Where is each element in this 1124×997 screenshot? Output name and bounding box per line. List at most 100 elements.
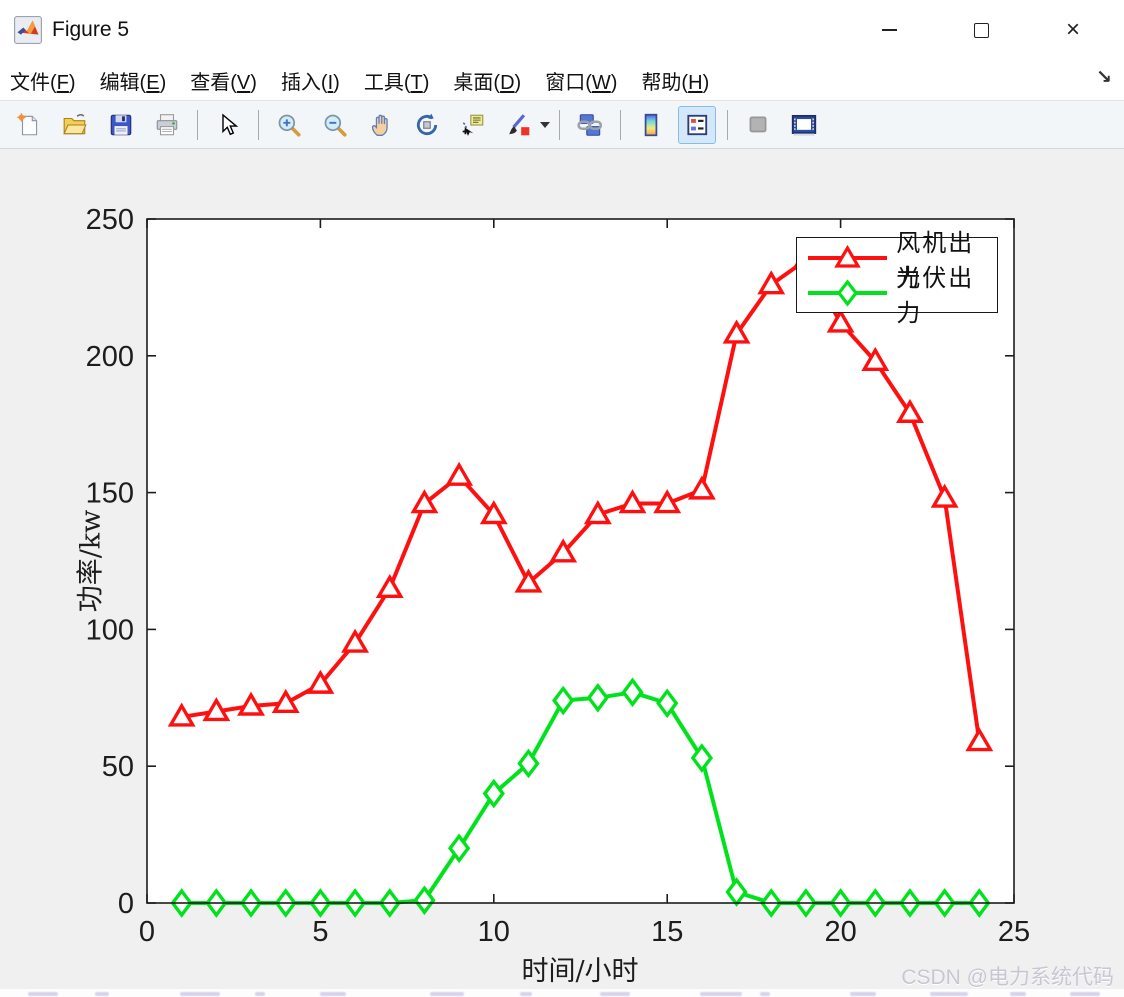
insert-colorbar-button[interactable] [632,106,670,144]
legend-icon [687,114,708,135]
toolbar-separator [620,109,621,140]
matlab-logo-icon [14,16,42,44]
legend[interactable]: 风机出力 光伏出力 [796,229,998,327]
triangle-marker [722,319,751,344]
background-artifact [320,992,346,996]
x-tick-label: 25 [998,916,1030,948]
y-tick-label: 200 [86,341,134,373]
toolbar [0,101,1124,149]
toolbar-separator [258,109,259,140]
close-icon: × [1065,16,1080,43]
save-floppy-icon [110,114,132,135]
diamond-marker [690,743,714,773]
brush-dropdown-caret-icon[interactable] [540,121,550,128]
link-plot-button[interactable] [571,106,609,144]
background-artifact-strip [0,989,1124,997]
data-cursor-button[interactable] [454,106,492,144]
triangle-marker [202,697,231,722]
menu-tools[interactable]: 工具(T) [363,71,430,94]
background-artifact [180,992,220,996]
triangle-marker [306,669,335,694]
menu-desktop[interactable]: 桌面(D) [453,71,522,94]
zoom-out-icon [324,114,347,137]
menu-file[interactable]: 文件(F) [10,71,76,94]
close-button[interactable]: × [1050,10,1096,50]
background-artifact [95,992,109,996]
data-cursor-icon [462,114,484,136]
maximize-button[interactable] [958,10,1004,50]
figure-canvas: 0 5 10 15 20 25 0 50 100 150 200 250 功率/kw 时间/小时 风机… [0,149,1124,989]
menu-bar: 文件(F) 编辑(E) 查看(V) 插入(I) 工具(T) 桌面(D) 窗口(W… [0,60,1124,101]
new-figure-button[interactable] [10,106,48,144]
diamond-marker [586,682,609,713]
menu-view[interactable]: 查看(V) [190,71,257,94]
triangle-marker-icon [834,244,861,268]
rotate-3d-icon [416,113,438,135]
show-plot-tools-dock-button[interactable] [785,106,823,144]
diamond-marker [725,877,748,907]
hide-plot-tools-icon [749,116,767,132]
print-figure-button[interactable] [148,106,186,144]
menu-window[interactable]: 窗口(W) [545,71,618,94]
dock-figure-arrow-icon[interactable]: ↘ [1096,67,1112,88]
x-tick-label: 0 [139,916,155,948]
triangle-marker [479,500,508,525]
legend-label-wind: 风机出力 [896,228,975,292]
link-chain-icon [577,113,603,136]
brush-data-button[interactable] [500,106,538,144]
open-folder-icon [63,113,87,134]
diamond-marker [482,778,505,809]
triangle-marker [167,702,196,727]
zoom-in-button[interactable] [270,106,308,144]
y-tick-label: 0 [118,888,134,920]
background-artifact [700,992,742,996]
diamond-marker [447,833,471,864]
colorbar-icon [644,113,658,136]
menu-edit[interactable]: 编辑(E) [99,71,167,94]
insert-legend-button[interactable] [678,105,716,144]
diamond-marker [621,677,644,708]
brush-icon [509,113,530,135]
triangle-marker [757,270,786,295]
triangle-marker [341,628,370,653]
background-artifact [255,992,265,996]
pan-hand-icon [371,114,388,136]
menu-help[interactable]: 帮助(H) [641,71,710,94]
pan-button[interactable] [362,106,400,144]
legend-sample-wind [808,244,887,268]
legend-entry-wind[interactable]: 风机出力 [797,229,997,292]
triangle-marker [583,500,612,525]
background-artifact [1070,992,1100,996]
zoom-out-button[interactable] [316,106,354,144]
background-artifact [760,992,770,996]
minimize-button[interactable] [866,10,912,50]
diamond-marker [517,748,540,779]
triangle-marker [410,489,439,514]
cursor-arrow-icon [222,113,239,135]
diamond-marker [413,885,436,916]
open-file-button[interactable] [56,106,94,144]
triangle-marker [930,483,959,508]
triangle-marker [237,691,265,716]
diamond-marker [552,685,575,716]
window-title: Figure 5 [52,18,130,41]
menu-insert[interactable]: 插入(I) [280,71,340,94]
x-tick-label: 10 [478,916,510,948]
y-tick-label: 250 [86,204,134,236]
legend-label-pv: 光伏出力 [896,263,975,327]
show-plot-tools-icon [791,114,817,136]
background-artifact [520,992,532,996]
x-axis-label: 时间/小时 [521,956,639,987]
window-controls: × [866,0,1124,60]
legend-entry-pv[interactable]: 光伏出力 [797,264,997,327]
title-bar: Figure 5 × [0,0,1124,60]
rotate-3d-button[interactable] [408,106,446,144]
triangle-marker [514,568,543,593]
background-artifact [850,992,876,996]
hide-plot-tools-button[interactable] [739,106,777,144]
save-figure-button[interactable] [102,106,140,144]
new-file-icon [17,112,38,135]
edit-plot-button[interactable] [209,106,247,144]
